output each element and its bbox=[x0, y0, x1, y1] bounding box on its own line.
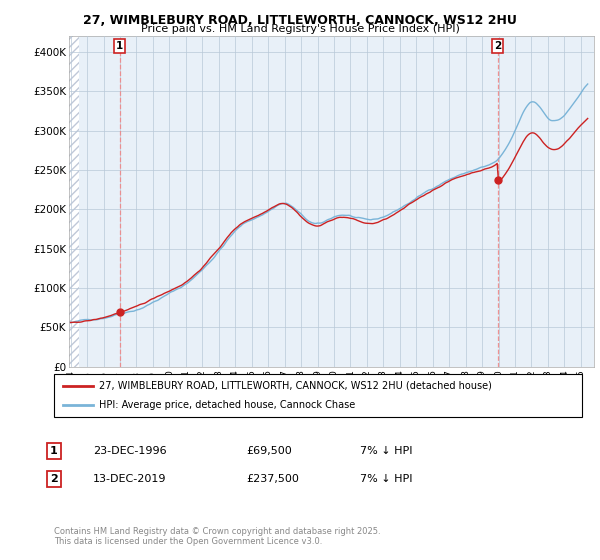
Text: 13-DEC-2019: 13-DEC-2019 bbox=[93, 474, 167, 484]
Text: Contains HM Land Registry data © Crown copyright and database right 2025.
This d: Contains HM Land Registry data © Crown c… bbox=[54, 526, 380, 546]
Text: 2: 2 bbox=[50, 474, 58, 484]
Text: 1: 1 bbox=[50, 446, 58, 456]
Text: 23-DEC-1996: 23-DEC-1996 bbox=[93, 446, 167, 456]
Text: 27, WIMBLEBURY ROAD, LITTLEWORTH, CANNOCK, WS12 2HU: 27, WIMBLEBURY ROAD, LITTLEWORTH, CANNOC… bbox=[83, 14, 517, 27]
Bar bbox=[69, 36, 79, 367]
Text: 2: 2 bbox=[494, 41, 502, 51]
Text: 7% ↓ HPI: 7% ↓ HPI bbox=[360, 474, 413, 484]
Text: 7% ↓ HPI: 7% ↓ HPI bbox=[360, 446, 413, 456]
Text: HPI: Average price, detached house, Cannock Chase: HPI: Average price, detached house, Cann… bbox=[99, 400, 355, 410]
Text: Price paid vs. HM Land Registry's House Price Index (HPI): Price paid vs. HM Land Registry's House … bbox=[140, 24, 460, 34]
Text: 27, WIMBLEBURY ROAD, LITTLEWORTH, CANNOCK, WS12 2HU (detached house): 27, WIMBLEBURY ROAD, LITTLEWORTH, CANNOC… bbox=[99, 381, 492, 391]
Text: £237,500: £237,500 bbox=[246, 474, 299, 484]
Text: 1: 1 bbox=[116, 41, 123, 51]
Text: £69,500: £69,500 bbox=[246, 446, 292, 456]
